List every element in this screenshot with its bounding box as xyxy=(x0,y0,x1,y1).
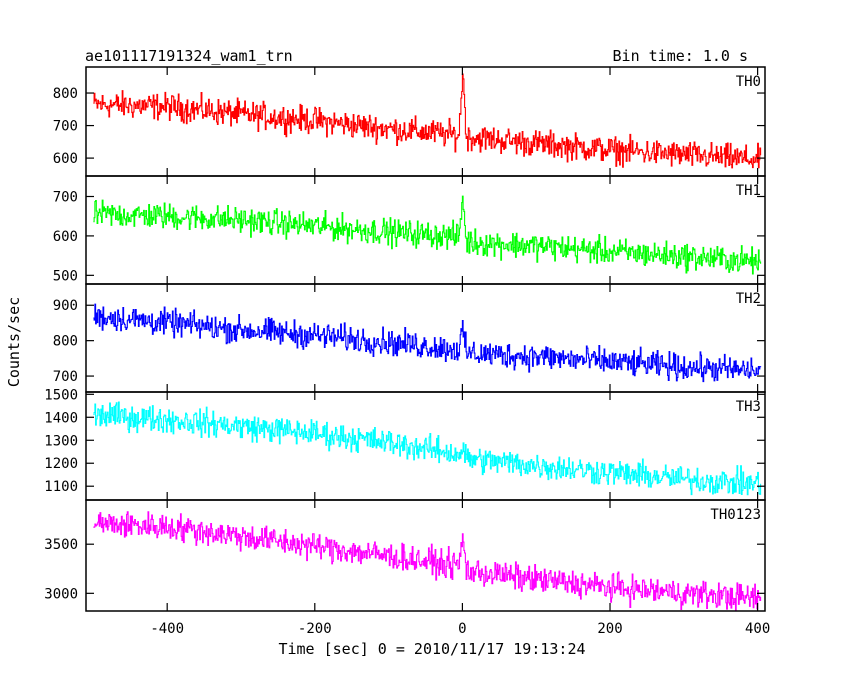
y-tick-label: 600 xyxy=(53,229,78,245)
y-tick-label: 3500 xyxy=(44,537,78,553)
y-tick-label: 1200 xyxy=(44,456,78,472)
y-tick-label: 1400 xyxy=(44,410,78,426)
series-line-th0 xyxy=(93,73,762,169)
series-line-th2 xyxy=(93,303,762,383)
y-tick-label: 700 xyxy=(53,189,78,205)
chart-title-left: ae101117191324_wam1_trn xyxy=(85,47,293,65)
chart-title-right: Bin time: 1.0 s xyxy=(613,47,748,65)
panel-frame-th2 xyxy=(85,283,766,393)
x-tick-label: 200 xyxy=(597,621,622,637)
panel-label-th0: TH0 xyxy=(736,74,761,90)
panel-frame-th0 xyxy=(85,66,766,177)
y-axis-label: Counts/sec xyxy=(5,297,23,387)
panel-label-th0123: TH0123 xyxy=(710,507,761,523)
panel-label-th3: TH3 xyxy=(736,399,761,415)
x-tick-label: -400 xyxy=(150,621,184,637)
panel-frame-th0123 xyxy=(85,499,766,612)
series-line-th0123 xyxy=(93,511,762,611)
y-tick-label: 600 xyxy=(53,151,78,167)
y-tick-label: 900 xyxy=(53,298,78,314)
x-tick-label: 0 xyxy=(458,621,466,637)
panel-label-th2: TH2 xyxy=(736,291,761,307)
series-line-th3 xyxy=(93,401,762,496)
panel-frame-th3 xyxy=(85,391,766,501)
y-tick-label: 800 xyxy=(53,334,78,350)
y-tick-label: 500 xyxy=(53,268,78,284)
panels-group: 600 700 800 TH0 500 600 700 TH1 700 800 900 TH2 1100… xyxy=(44,66,770,637)
y-tick-label: 3000 xyxy=(44,586,78,602)
panel-label-th1: TH1 xyxy=(736,183,761,199)
x-tick-label: -200 xyxy=(298,621,332,637)
y-tick-label: 700 xyxy=(53,119,78,135)
x-axis-label: Time [sec] 0 = 2010/11/17 19:13:24 xyxy=(278,640,585,658)
x-tick-label: 400 xyxy=(745,621,770,637)
y-tick-label: 1100 xyxy=(44,479,78,495)
series-line-th1 xyxy=(93,195,762,275)
y-tick-label: 1500 xyxy=(44,387,78,403)
y-tick-label: 1300 xyxy=(44,433,78,449)
y-tick-label: 800 xyxy=(53,86,78,102)
y-tick-label: 700 xyxy=(53,369,78,385)
